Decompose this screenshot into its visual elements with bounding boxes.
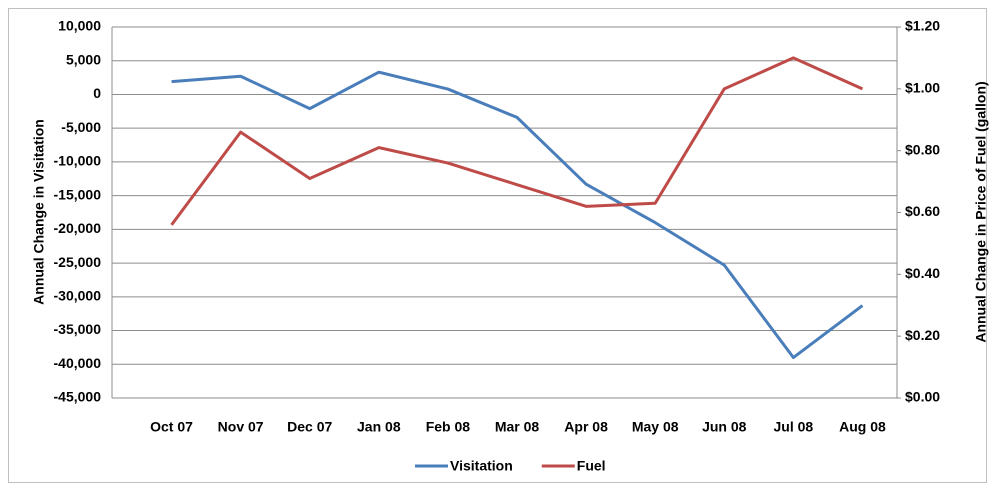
series-line [171,70,864,360]
x-tick-label: Apr 08 [564,419,608,435]
y-tick-label: -15,000 [54,186,102,202]
y-tick-label: 5,000 [66,51,101,67]
y2-tick-label: $0.00 [905,389,940,405]
y-tick-label: 10,000 [58,18,101,34]
y2-tick-label: $0.40 [905,265,940,281]
y-tick-label: -25,000 [54,254,102,270]
x-tick-label: Feb 08 [426,419,471,435]
x-tick-label: Oct 07 [150,419,193,435]
y-tick-label: -45,000 [54,389,102,405]
x-tick-label: Nov 07 [218,419,264,435]
y-tick-label: -40,000 [54,355,102,371]
x-tick-label: May 08 [632,419,679,435]
y-axis-title: Annual Change in Visitation [31,119,47,305]
y-tick-label: 0 [93,85,101,101]
x-tick-label: Jul 08 [774,419,814,435]
y2-tick-label: $0.80 [905,141,940,157]
y2-axis-title: Annual Change in Price of Fuel (gallon) [973,81,989,342]
y2-tick-label: $0.60 [905,203,940,219]
chart-frame [8,8,987,483]
x-tick-label: Dec 07 [287,419,332,435]
legend-label: Visitation [450,458,513,474]
y-tick-label: -30,000 [54,288,102,304]
y2-tick-label: $0.20 [905,327,940,343]
y-tick-label: -20,000 [54,220,102,236]
y2-tick-label: $1.20 [905,18,940,34]
x-tick-label: Jan 08 [357,419,401,435]
x-tick-label: Jun 08 [702,419,747,435]
y-tick-label: -35,000 [54,321,102,337]
y2-tick-label: $1.00 [905,80,940,96]
y-tick-label: -10,000 [54,153,102,169]
y-tick-label: -5,000 [61,119,101,135]
x-tick-label: Aug 08 [839,419,886,435]
series-line [170,56,864,226]
x-tick-label: Mar 08 [495,419,540,435]
legend-label: Fuel [577,458,606,474]
